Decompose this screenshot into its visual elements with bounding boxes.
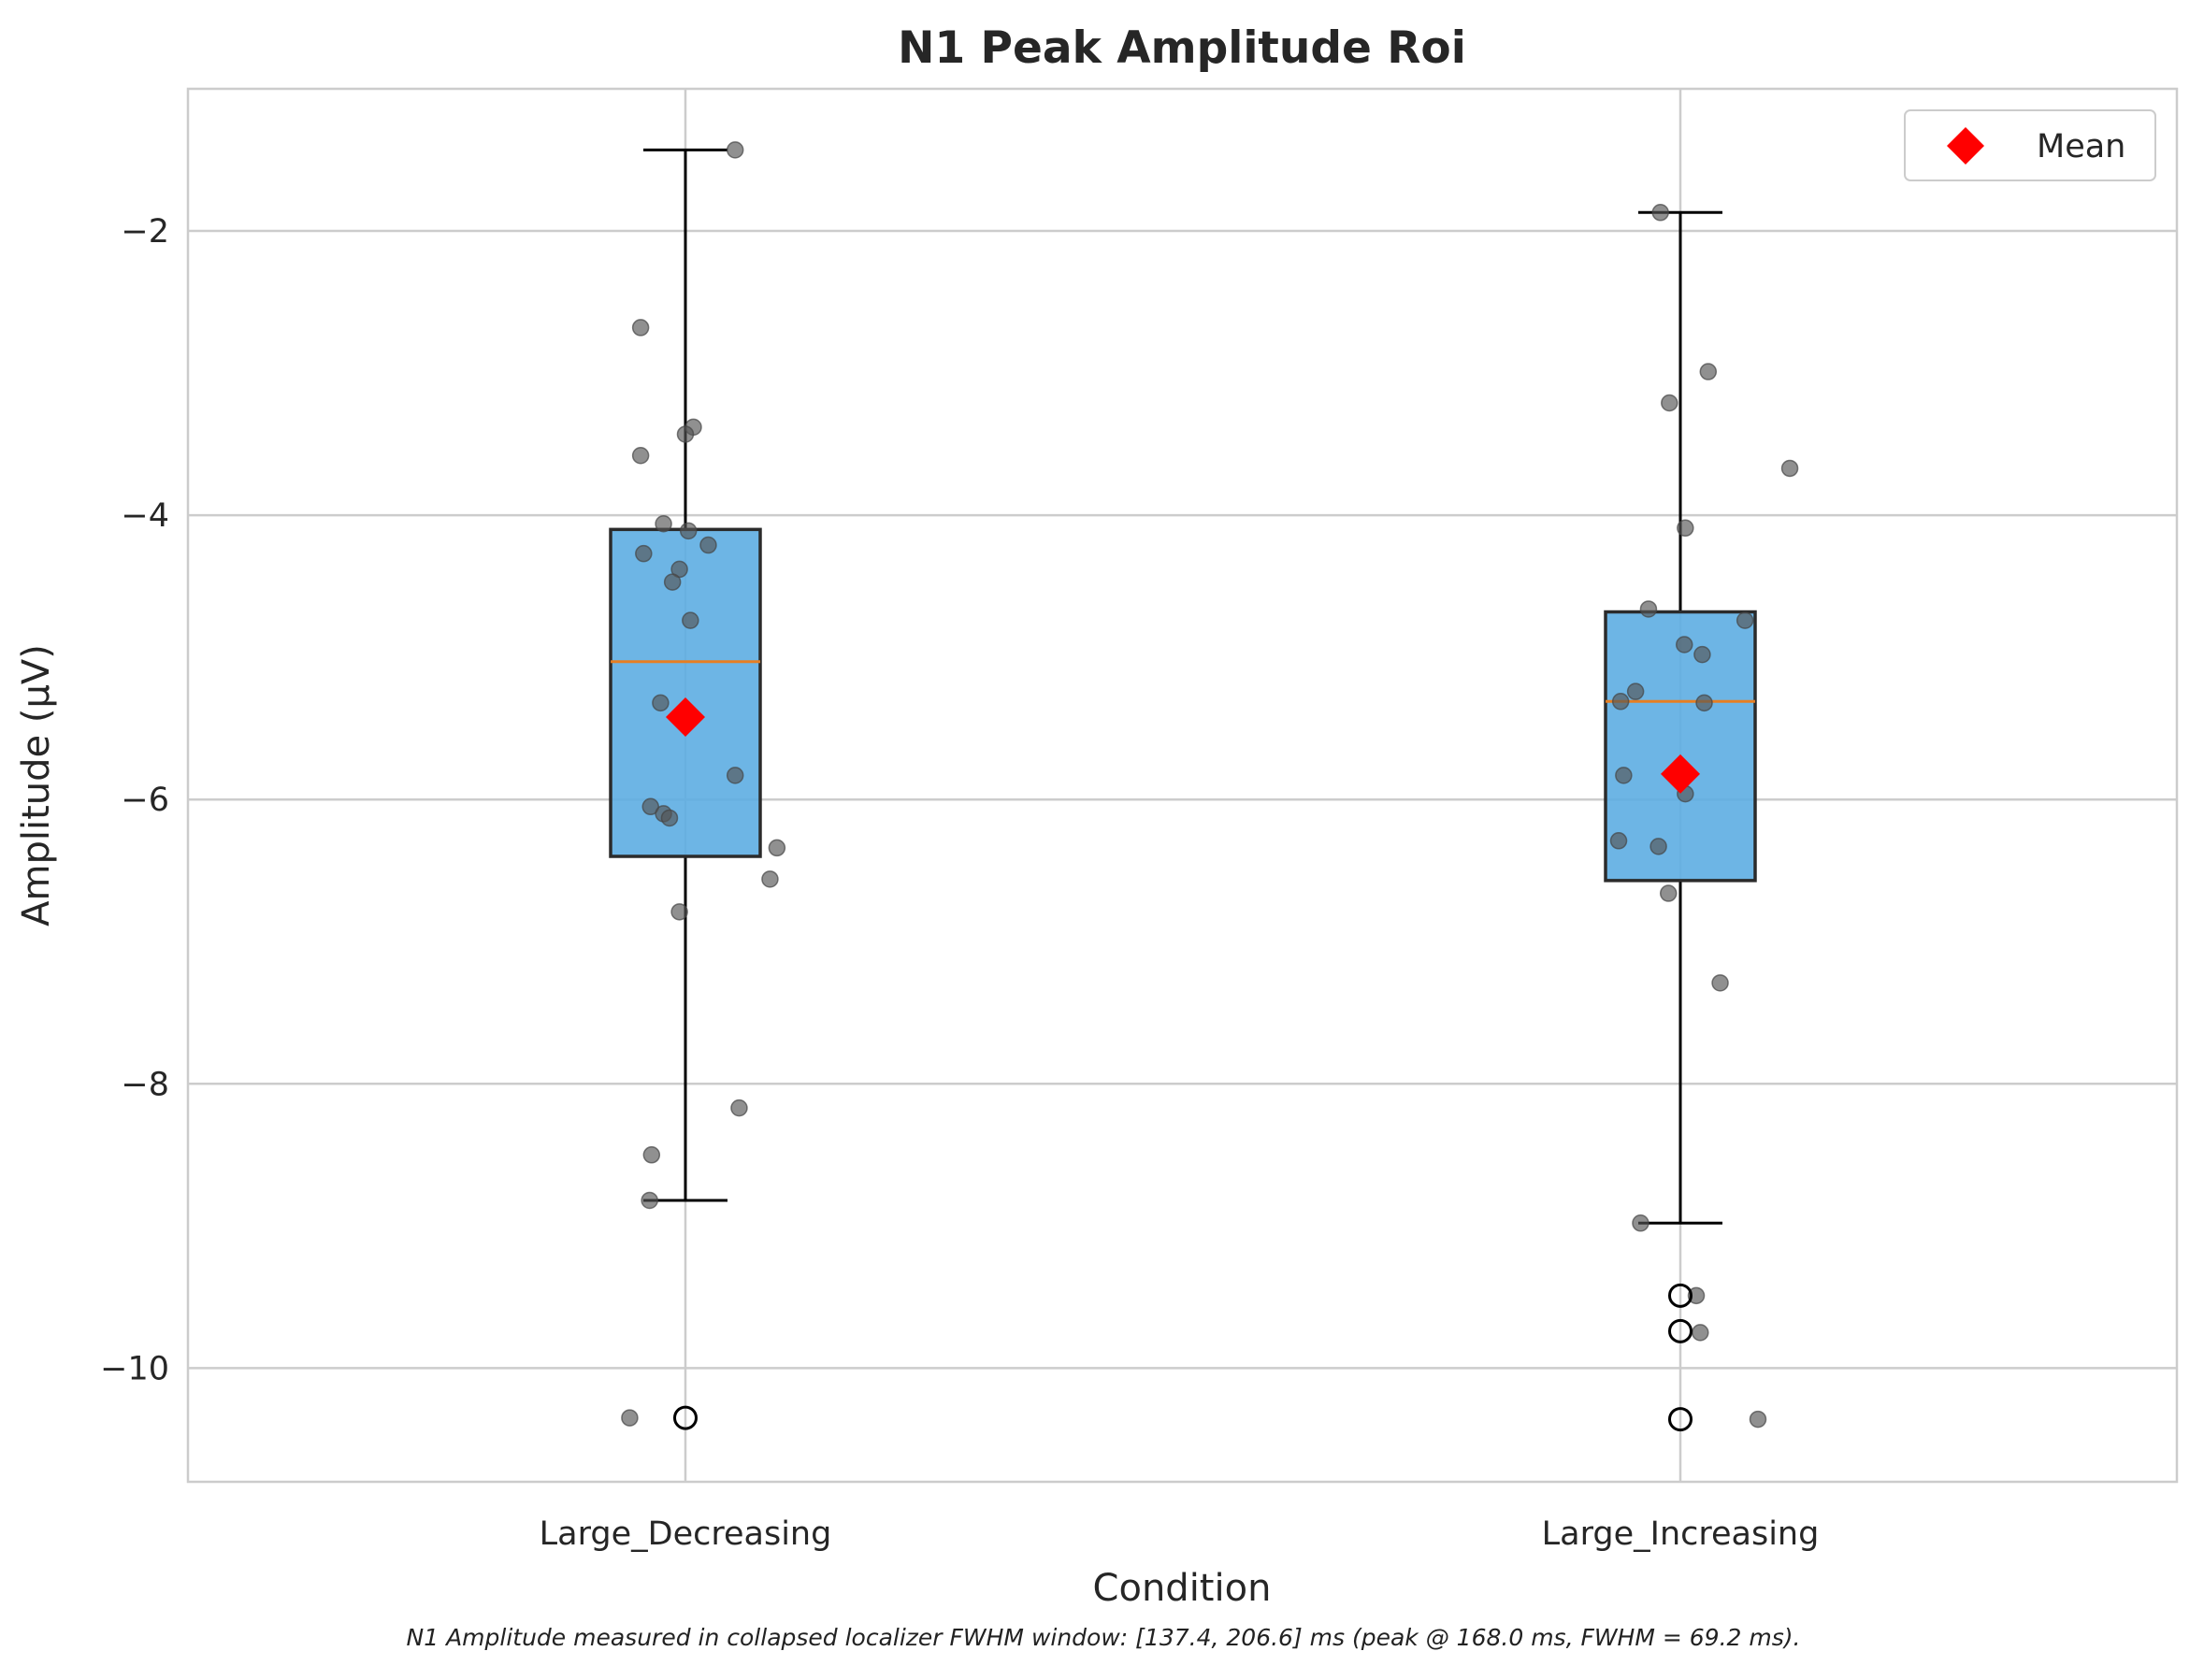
outlier-marker	[673, 1405, 698, 1430]
x-tick-label: Large_Increasing	[1542, 1515, 1820, 1553]
y-tick-label: −6	[121, 782, 169, 819]
y-tick-labels: −10 −8 −6 −4 −2	[100, 213, 169, 1387]
data-point	[1661, 394, 1678, 412]
data-point	[1649, 838, 1667, 855]
data-point	[1693, 645, 1711, 664]
data-point	[1692, 1324, 1709, 1342]
data-point	[652, 694, 670, 712]
data-point	[682, 611, 699, 629]
data-point	[768, 839, 786, 857]
y-axis-label: Amplitude (µV)	[15, 644, 58, 926]
data-point	[641, 1191, 658, 1210]
outlier-marker	[1668, 1407, 1693, 1432]
y-tick-label: −10	[100, 1350, 169, 1387]
outlier-marker	[1668, 1283, 1693, 1308]
data-point	[679, 522, 698, 540]
data-point	[631, 447, 650, 465]
data-point	[635, 544, 653, 563]
data-point	[1699, 363, 1718, 381]
footnote: N1 Amplitude measured in collapsed local…	[407, 1624, 1801, 1651]
y-tick-label: −4	[121, 497, 169, 535]
data-point	[1749, 1410, 1767, 1429]
data-point	[726, 767, 744, 784]
data-point	[676, 425, 695, 443]
data-point	[1695, 694, 1713, 712]
mean-marker	[666, 697, 705, 738]
data-point	[1659, 884, 1678, 902]
data-point	[1687, 1286, 1706, 1305]
box-plots	[609, 141, 1799, 1432]
mean-marker	[1661, 754, 1700, 794]
data-point	[761, 870, 779, 888]
x-tick-label: Large_Decreasing	[540, 1515, 832, 1553]
data-point	[726, 141, 744, 159]
legend-mean-marker	[1947, 127, 1984, 165]
data-point	[1780, 459, 1799, 478]
outlier-marker	[1668, 1318, 1693, 1343]
data-point	[1676, 636, 1693, 653]
data-point	[1736, 611, 1754, 629]
legend-label-mean: Mean	[2037, 128, 2125, 165]
data-point	[660, 809, 679, 827]
data-point	[642, 1146, 661, 1164]
data-point	[1651, 204, 1669, 222]
data-point	[663, 573, 682, 591]
box-group-Large_Increasing	[1604, 204, 1799, 1432]
data-point	[1609, 832, 1628, 850]
data-point	[670, 903, 688, 921]
iqr-box	[609, 527, 762, 858]
plot-background	[188, 89, 2177, 1482]
y-tick-label: −8	[121, 1066, 169, 1103]
plot-frame	[186, 87, 2179, 1484]
data-point	[1639, 600, 1658, 618]
data-point	[655, 514, 672, 533]
data-point	[699, 536, 717, 554]
data-point	[1626, 682, 1645, 700]
x-axis-label: Condition	[1093, 1567, 1272, 1610]
iqr-box	[1604, 610, 1757, 883]
data-point	[1711, 974, 1729, 992]
box-group-Large_Decreasing	[609, 141, 786, 1430]
data-point	[631, 319, 650, 337]
legend-box	[1904, 109, 2156, 181]
chart-title: N1 Peak Amplitude Roi	[898, 22, 1466, 74]
data-point	[621, 1409, 639, 1427]
data-point	[1611, 693, 1630, 711]
data-point	[641, 797, 660, 816]
x-tick-labels: Large_Decreasing Large_Increasing	[540, 1515, 1820, 1553]
data-point	[730, 1098, 748, 1117]
plot-area	[186, 87, 2179, 1484]
y-tick-label: −2	[121, 213, 169, 251]
data-point	[1632, 1214, 1649, 1232]
data-point	[1677, 519, 1694, 538]
legend: Mean	[1904, 109, 2156, 181]
data-point	[1615, 767, 1633, 784]
